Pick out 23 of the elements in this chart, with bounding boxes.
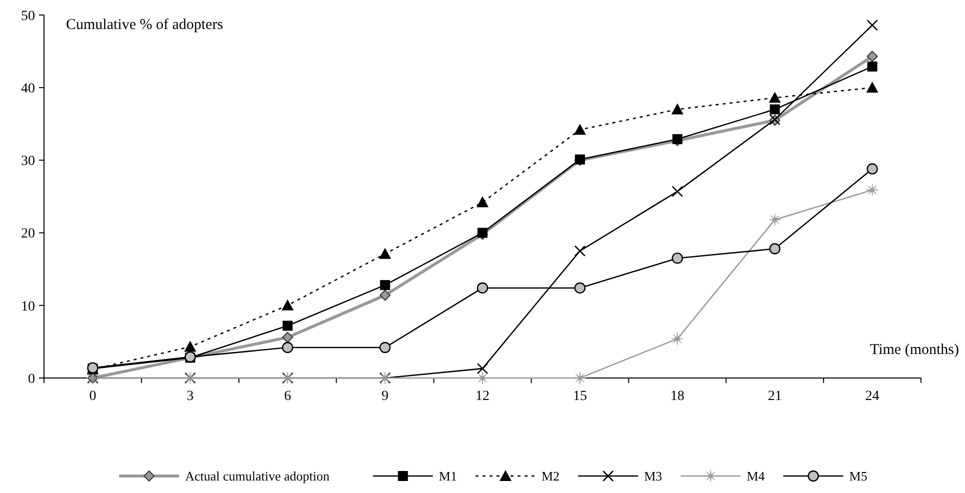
legend-label: M2 (542, 468, 560, 484)
y-tick-label: 30 (21, 154, 35, 170)
legend-label: M3 (644, 468, 662, 484)
y-tick-label: 0 (28, 372, 35, 387)
x-tick-label: 18 (670, 389, 684, 404)
y-tick-label: 20 (21, 226, 35, 242)
y-tick-label: 50 (21, 8, 35, 24)
x-tick-label: 15 (572, 389, 587, 404)
legend-label: Actual cumulative adoption (185, 468, 330, 484)
x-tick-label: 9 (382, 389, 389, 404)
y-tick-label: 10 (21, 299, 35, 314)
x-tick-label: 21 (768, 389, 782, 404)
x-axis-title: Time (months) (870, 342, 959, 358)
x-tick-label: 6 (284, 389, 292, 404)
legend-label: M5 (849, 468, 868, 484)
x-tick-label: 24 (865, 389, 880, 404)
y-tick-label: 40 (21, 82, 35, 96)
x-tick-label: 12 (476, 389, 490, 404)
legend-label: M4 (746, 468, 766, 484)
x-tick-label: 0 (89, 389, 96, 404)
x-tick-label: 3 (186, 389, 194, 404)
y-axis-title: Cumulative % of adopters (66, 17, 224, 33)
legend-label: M1 (438, 468, 457, 484)
